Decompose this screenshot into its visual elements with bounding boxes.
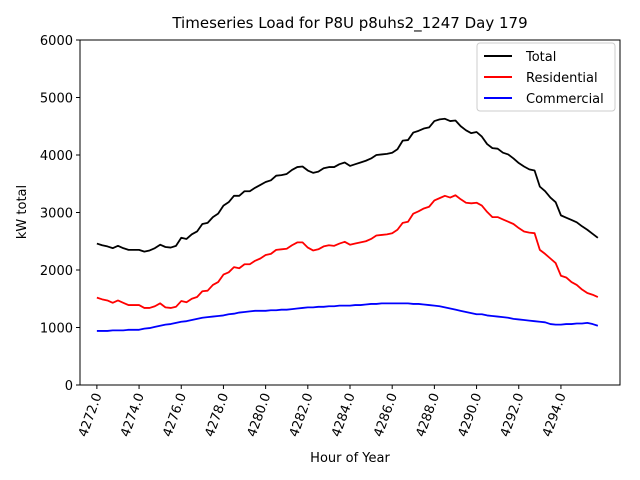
y-axis: 0 1000 2000 3000 4000 5000 6000 [40,34,80,394]
legend: Total Residential Commercial [476,42,616,112]
series-line-total [96,117,599,253]
y-tick-label: 1000 [40,322,73,337]
legend-label-residential: Residential [526,71,598,86]
legend-box [476,42,616,112]
chart-title: Timeseries Load for P8U p8uhs2_1247 Day … [171,14,527,33]
series-line-commercial [96,302,599,332]
y-tick-label: 3000 [40,207,73,222]
y-tick-label: 0 [65,379,73,394]
series-line-residential [96,194,599,309]
y-tick-label: 5000 [40,92,73,107]
y-tick-label: 2000 [40,264,73,279]
legend-label-total: Total [525,50,556,65]
y-axis-label: kW total [15,185,30,239]
legend-label-commercial: Commercial [526,92,604,107]
y-tick-label: 4000 [40,149,73,164]
x-axis-label: Hour of Year [310,451,390,466]
series-layer [96,117,599,332]
y-tick-label: 6000 [40,34,73,49]
